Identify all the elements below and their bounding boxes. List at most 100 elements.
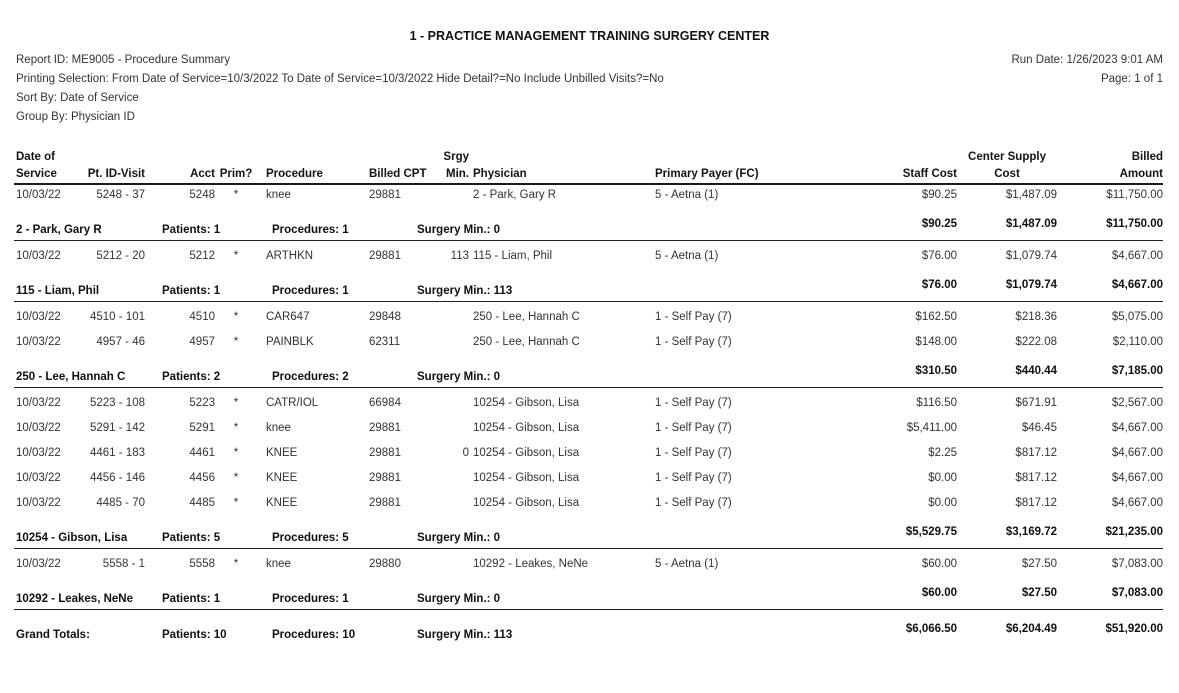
cell-physician: 10254 - Gibson, Lisa (473, 397, 580, 409)
cell-physician: 10254 - Gibson, Lisa (473, 447, 580, 459)
cell-staff-cost: $0.00 (928, 472, 957, 484)
procedure-row: 10/03/22 5212 - 20 5212 * ARTHKN 29881 1… (14, 249, 1163, 274)
cell-billed-cpt: 66984 (369, 397, 401, 409)
cell-srgy-min (431, 396, 469, 421)
cell-pt-id-visit: 5212 - 20 (96, 250, 145, 262)
cell-billed-cpt: 29881 (369, 497, 401, 509)
grand-totals-procedures: Procedures: 10 (272, 629, 356, 641)
report-meta-left: Report ID: ME9005 - Procedure Summary Pr… (16, 51, 1163, 127)
cell-physician: 10254 - Gibson, Lisa (473, 422, 580, 434)
cell-prim: * (233, 447, 239, 459)
cell-physician: 10292 - Leakes, NeNe (473, 558, 589, 570)
column-header-billed-amount: Billed Amount (1119, 151, 1163, 180)
report-table: Date of Service Pt. ID-Visit Acct Prim? … (14, 149, 1163, 642)
summary-supply-cost: $1,487.09 (1005, 218, 1057, 230)
cell-primary-payer: 1 - Self Pay (7) (655, 497, 732, 509)
cell-prim: * (233, 497, 239, 509)
cell-supply-cost: $817.12 (1015, 472, 1057, 484)
grand-totals-staff-cost: $6,066.50 (905, 623, 957, 635)
cell-primary-payer: 5 - Aetna (1) (655, 189, 719, 201)
cell-date-of-service: 10/03/22 (16, 336, 61, 348)
physician-summary-row: 2 - Park, Gary R Patients: 1 Procedures:… (14, 218, 1163, 241)
cell-primary-payer: 1 - Self Pay (7) (655, 311, 732, 323)
summary-staff-cost: $76.00 (921, 279, 957, 291)
procedure-row: 10/03/22 4456 - 146 4456 * KNEE 29881 10… (14, 471, 1163, 496)
cell-billed-cpt: 29881 (369, 472, 401, 484)
cell-srgy-min: 0 (462, 447, 469, 459)
summary-supply-cost: $440.44 (1015, 365, 1057, 377)
grand-totals-patients: Patients: 10 (162, 629, 227, 641)
procedure-row: 10/03/22 4461 - 183 4461 * KNEE 29881 0 … (14, 446, 1163, 471)
summary-physician-label: 250 - Lee, Hannah C (16, 371, 126, 383)
report-table-body: 10/03/22 5248 - 37 5248 * knee 29881 2 -… (14, 188, 1163, 610)
cell-pt-id-visit: 4461 - 183 (90, 447, 145, 459)
summary-physician-label: 2 - Park, Gary R (16, 224, 102, 236)
run-date-line: Run Date: 1/26/2023 9:01 AM (1011, 54, 1163, 66)
cell-procedure: KNEE (266, 497, 298, 509)
cell-supply-cost: $1,079.74 (1005, 250, 1057, 262)
grand-totals-label: Grand Totals: (16, 629, 90, 641)
cell-primary-payer: 5 - Aetna (1) (655, 558, 719, 570)
cell-prim: * (233, 311, 239, 323)
column-header-acct: Acct (190, 168, 215, 180)
summary-staff-cost: $90.25 (921, 218, 957, 230)
cell-staff-cost: $0.00 (928, 497, 957, 509)
procedure-row: 10/03/22 4957 - 46 4957 * PAINBLK 62311 … (14, 335, 1163, 360)
cell-prim: * (233, 472, 239, 484)
cell-srgy-min (431, 421, 469, 446)
summary-patients: Patients: 1 (162, 224, 221, 236)
cell-srgy-min (431, 557, 469, 582)
procedure-row: 10/03/22 4485 - 70 4485 * KNEE 29881 102… (14, 496, 1163, 521)
cell-billed-cpt: 62311 (369, 336, 401, 348)
report-id-line: Report ID: ME9005 - Procedure Summary (16, 54, 231, 66)
cell-acct: 4957 (189, 336, 215, 348)
column-header-physician: Physician (473, 168, 527, 180)
cell-staff-cost: $162.50 (915, 311, 957, 323)
cell-acct: 4461 (189, 447, 215, 459)
procedure-row: 10/03/22 5558 - 1 5558 * knee 29880 1029… (14, 557, 1163, 582)
grand-totals-supply-cost: $6,204.49 (1005, 623, 1057, 635)
cell-date-of-service: 10/03/22 (16, 311, 61, 323)
cell-billed-cpt: 29881 (369, 189, 401, 201)
cell-acct: 4510 (189, 311, 215, 323)
cell-acct: 5291 (189, 422, 215, 434)
cell-billed-amount: $11,750.00 (1106, 189, 1163, 201)
summary-billed-amount: $7,185.00 (1111, 365, 1163, 377)
summary-staff-cost: $310.50 (915, 365, 957, 377)
summary-patients: Patients: 2 (162, 371, 221, 383)
summary-surgery-min: Surgery Min.: 0 (417, 224, 501, 236)
cell-procedure: knee (266, 189, 291, 201)
summary-billed-amount: $4,667.00 (1111, 279, 1163, 291)
cell-date-of-service: 10/03/22 (16, 250, 61, 262)
report-page: 1 - PRACTICE MANAGEMENT TRAINING SURGERY… (0, 29, 1179, 642)
cell-staff-cost: $5,411.00 (906, 422, 957, 434)
physician-summary-row: 10292 - Leakes, NeNe Patients: 1 Procedu… (14, 587, 1163, 610)
cell-billed-amount: $4,667.00 (1111, 250, 1163, 262)
cell-staff-cost: $76.00 (921, 250, 957, 262)
cell-billed-cpt: 29881 (369, 447, 401, 459)
column-header-pt-id-visit: Pt. ID-Visit (87, 168, 145, 180)
grand-totals-row: Grand Totals: Patients: 10 Procedures: 1… (14, 623, 1163, 642)
report-meta: Report ID: ME9005 - Procedure Summary Pr… (0, 51, 1179, 127)
cell-supply-cost: $817.12 (1015, 497, 1057, 509)
cell-procedure: knee (266, 558, 291, 570)
cell-billed-cpt: 29881 (369, 422, 401, 434)
summary-supply-cost: $3,169.72 (1005, 526, 1057, 538)
cell-supply-cost: $218.36 (1015, 311, 1057, 323)
cell-billed-amount: $4,667.00 (1111, 472, 1163, 484)
cell-acct: 4485 (189, 497, 215, 509)
summary-surgery-min: Surgery Min.: 113 (417, 285, 513, 297)
summary-surgery-min: Surgery Min.: 0 (417, 532, 501, 544)
cell-pt-id-visit: 4510 - 101 (90, 311, 145, 323)
summary-physician-label: 115 - Liam, Phil (16, 285, 100, 297)
cell-acct: 5212 (189, 250, 215, 262)
cell-supply-cost: $27.50 (1021, 558, 1057, 570)
cell-supply-cost: $1,487.09 (1005, 189, 1057, 201)
summary-patients: Patients: 5 (162, 532, 221, 544)
summary-supply-cost: $27.50 (1021, 587, 1057, 599)
cell-billed-cpt: 29848 (369, 311, 401, 323)
cell-date-of-service: 10/03/22 (16, 397, 61, 409)
cell-supply-cost: $46.45 (1021, 422, 1057, 434)
summary-procedures: Procedures: 1 (272, 285, 349, 297)
grand-totals-billed-amount: $51,920.00 (1105, 623, 1163, 635)
